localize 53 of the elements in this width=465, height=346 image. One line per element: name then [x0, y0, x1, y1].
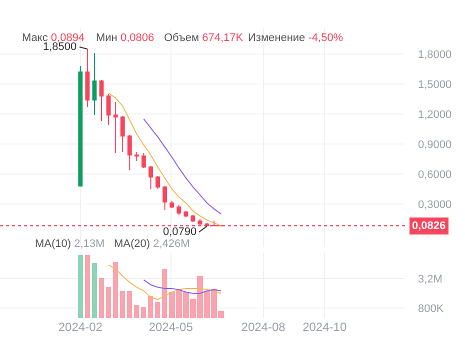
candlestick: [106, 93, 111, 126]
candlestick: [156, 175, 160, 190]
y-tick-label: 1,5000: [418, 78, 452, 91]
candlestick: [176, 204, 182, 216]
bar: [120, 290, 125, 318]
bar: [134, 304, 139, 318]
annotation: Объем 674,17K: [164, 32, 244, 44]
annotation: 0,0790: [163, 226, 197, 238]
annotation: 1,8500: [43, 41, 77, 53]
bar: [78, 254, 83, 318]
line-series: [143, 118, 222, 214]
candlestick: [184, 210, 188, 218]
bar: [127, 290, 132, 318]
candlestick: [113, 101, 118, 154]
bar: [99, 278, 104, 318]
bar: [85, 254, 90, 318]
bar: [92, 262, 97, 318]
line-series: [108, 92, 222, 226]
x-tick-label: 2024-10: [302, 320, 347, 334]
annotation: MA(10) 2,13M: [35, 238, 105, 250]
bar: [162, 268, 167, 318]
annotation: MA(20) 2,426M: [114, 238, 190, 250]
candlestick: [190, 214, 196, 222]
bar: [141, 306, 146, 318]
line-series: [143, 279, 222, 294]
y-tick-label: 0,9000: [418, 138, 452, 151]
candlestick: [148, 165, 153, 190]
y-tick-label: 800K: [418, 303, 444, 315]
bar: [106, 286, 111, 318]
candlestick: [120, 115, 125, 152]
bar: [148, 296, 153, 318]
bar: [155, 302, 160, 318]
x-tick-label: 2024-05: [148, 320, 194, 334]
candlestick: [85, 48, 90, 108]
candlestick: [162, 185, 168, 210]
y-tick-label: 0,3000: [418, 198, 452, 211]
ref-line-label: 0,0826: [412, 220, 446, 232]
candlestick: [134, 151, 139, 162]
x-tick-label: 2024-08: [241, 320, 286, 334]
bar: [113, 262, 118, 318]
y-tick-label: 0,6000: [418, 168, 452, 181]
candlestick: [170, 200, 174, 208]
candlestick: [92, 52, 97, 116]
y-tick-label: 3,2M: [418, 273, 442, 286]
candlestick: [99, 79, 104, 122]
annotation: Изменение -4,50%: [248, 32, 344, 44]
y-tick-label: 1,2000: [418, 108, 452, 121]
line-series: [108, 264, 222, 300]
annotation: Мин 0,0806: [96, 32, 154, 44]
x-tick-label: 2024-02: [58, 320, 103, 334]
y-tick-label: 1,8000: [418, 48, 452, 61]
candlestick: [141, 152, 146, 168]
candlestick: [127, 134, 132, 170]
